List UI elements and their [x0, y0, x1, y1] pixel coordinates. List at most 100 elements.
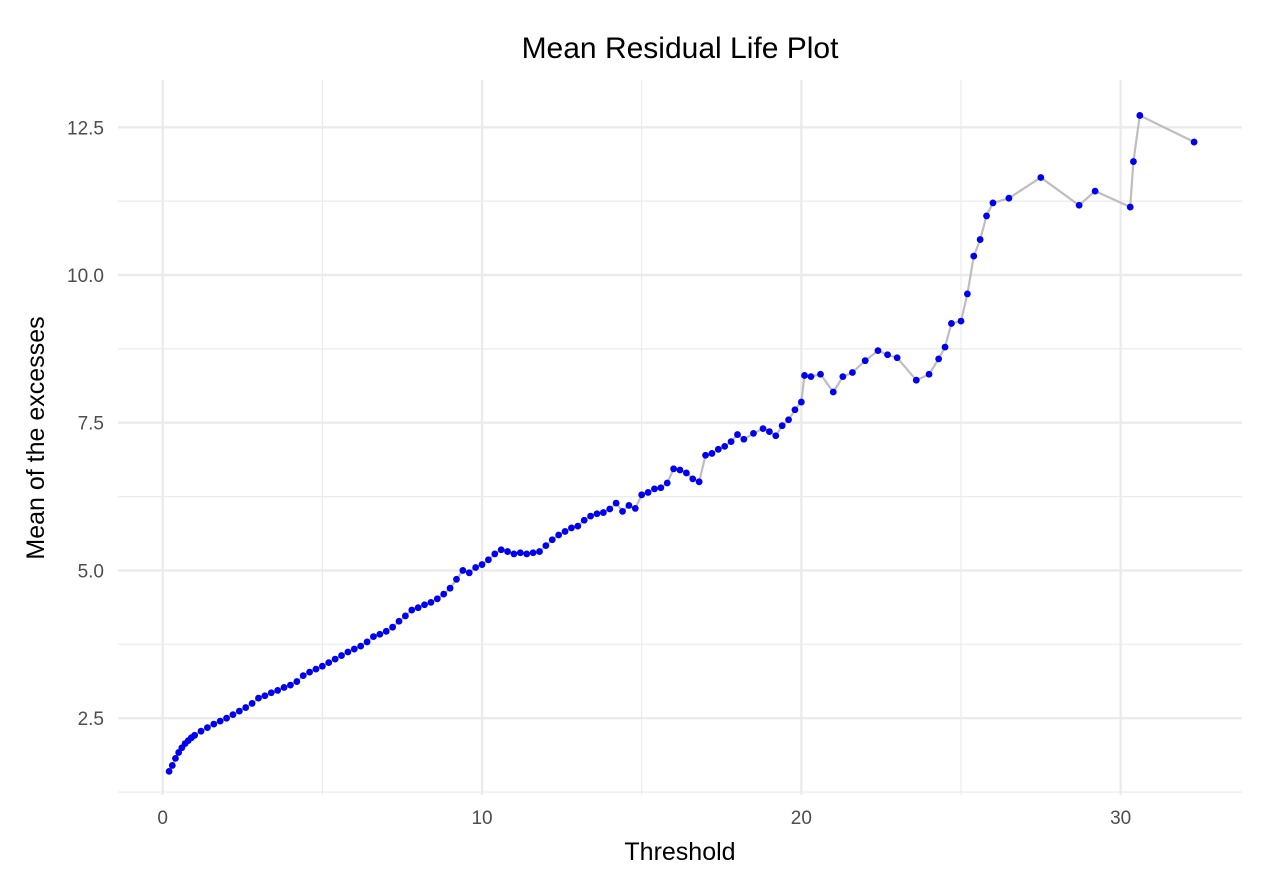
- y-tick-label-1: 5.0: [78, 561, 104, 582]
- data-point-116: [941, 343, 949, 351]
- data-point-48: [446, 584, 454, 592]
- data-point-96: [759, 425, 767, 433]
- data-point-131: [1190, 138, 1198, 146]
- data-point-33: [350, 645, 358, 653]
- data-point-40: [395, 617, 403, 625]
- data-point-58: [510, 550, 518, 558]
- data-point-62: [536, 548, 543, 555]
- data-point-83: [670, 465, 678, 473]
- data-point-122: [983, 212, 990, 220]
- data-point-82: [663, 479, 671, 487]
- data-point-106: [829, 388, 837, 396]
- data-point-43: [414, 604, 422, 612]
- x-tick-label-2: 20: [791, 808, 812, 829]
- data-point-78: [638, 491, 646, 499]
- data-point-57: [504, 548, 511, 555]
- data-point-115: [935, 355, 943, 363]
- data-point-84: [676, 466, 684, 474]
- data-point-11: [210, 720, 218, 728]
- data-point-67: [568, 524, 575, 532]
- data-point-34: [357, 642, 365, 650]
- data-point-94: [740, 435, 748, 443]
- chart-title: Mean Residual Life Plot: [522, 32, 840, 65]
- x-tick-label-3: 30: [1110, 808, 1131, 829]
- data-point-23: [287, 681, 294, 689]
- data-point-105: [817, 370, 824, 378]
- data-point-64: [548, 536, 556, 544]
- data-point-52: [472, 564, 480, 571]
- data-point-20: [267, 689, 275, 697]
- data-point-130: [1136, 112, 1144, 119]
- data-point-29: [325, 659, 333, 667]
- data-point-59: [516, 549, 524, 557]
- y-tick-label-0: 2.5: [78, 709, 104, 730]
- data-point-69: [580, 516, 588, 524]
- data-point-15: [235, 707, 243, 715]
- data-point-63: [542, 542, 550, 550]
- data-point-111: [884, 351, 891, 359]
- data-point-26: [306, 668, 313, 676]
- data-point-114: [925, 370, 933, 378]
- data-point-27: [312, 665, 320, 673]
- data-point-112: [893, 354, 901, 362]
- data-point-104: [807, 373, 815, 381]
- data-point-103: [801, 372, 808, 379]
- data-point-90: [714, 445, 722, 453]
- data-point-1: [168, 762, 176, 769]
- data-point-19: [261, 692, 269, 700]
- data-point-24: [293, 678, 301, 685]
- data-point-68: [574, 522, 582, 530]
- data-point-86: [689, 475, 697, 483]
- data-point-72: [599, 509, 607, 516]
- data-point-77: [631, 505, 639, 512]
- data-point-53: [478, 561, 486, 568]
- data-point-51: [465, 569, 473, 577]
- data-points: [165, 112, 1198, 775]
- x-tick-label-1: 10: [471, 808, 492, 829]
- data-point-108: [849, 369, 856, 376]
- data-point-12: [216, 717, 224, 725]
- data-point-13: [223, 714, 230, 722]
- data-point-121: [976, 236, 984, 243]
- data-point-74: [612, 499, 620, 507]
- data-point-102: [797, 398, 805, 406]
- data-point-127: [1091, 187, 1099, 195]
- data-point-17: [248, 700, 256, 707]
- data-point-70: [587, 512, 594, 520]
- data-point-109: [861, 357, 869, 365]
- data-point-9: [197, 727, 205, 735]
- data-point-44: [421, 601, 428, 609]
- x-axis-title: Threshold: [624, 838, 735, 866]
- data-point-126: [1075, 201, 1083, 209]
- data-point-60: [523, 550, 531, 558]
- data-point-49: [453, 575, 460, 583]
- data-point-101: [791, 406, 799, 414]
- data-point-36: [370, 633, 377, 641]
- data-point-28: [318, 662, 326, 670]
- data-point-76: [625, 502, 633, 509]
- data-point-89: [708, 450, 716, 457]
- data-point-91: [721, 442, 729, 450]
- data-point-98: [772, 432, 780, 440]
- data-point-75: [619, 507, 626, 515]
- x-tick-labels: 0 10 20 30: [157, 808, 1131, 829]
- data-point-95: [750, 429, 757, 437]
- data-point-81: [657, 484, 665, 492]
- data-point-61: [529, 549, 537, 557]
- data-point-88: [702, 451, 709, 459]
- data-point-54: [485, 556, 492, 564]
- data-point-45: [427, 598, 435, 606]
- data-point-110: [874, 347, 882, 355]
- data-point-125: [1037, 174, 1045, 181]
- y-tick-labels: 2.5 5.0 7.5 10.0 12.5: [67, 118, 104, 730]
- data-point-2: [172, 754, 179, 762]
- data-point-128: [1126, 203, 1134, 211]
- data-point-93: [734, 431, 741, 438]
- data-point-97: [766, 428, 773, 435]
- data-point-119: [963, 290, 971, 298]
- data-point-71: [593, 510, 601, 518]
- data-point-55: [491, 550, 499, 558]
- data-point-87: [695, 478, 703, 486]
- data-point-42: [408, 606, 416, 614]
